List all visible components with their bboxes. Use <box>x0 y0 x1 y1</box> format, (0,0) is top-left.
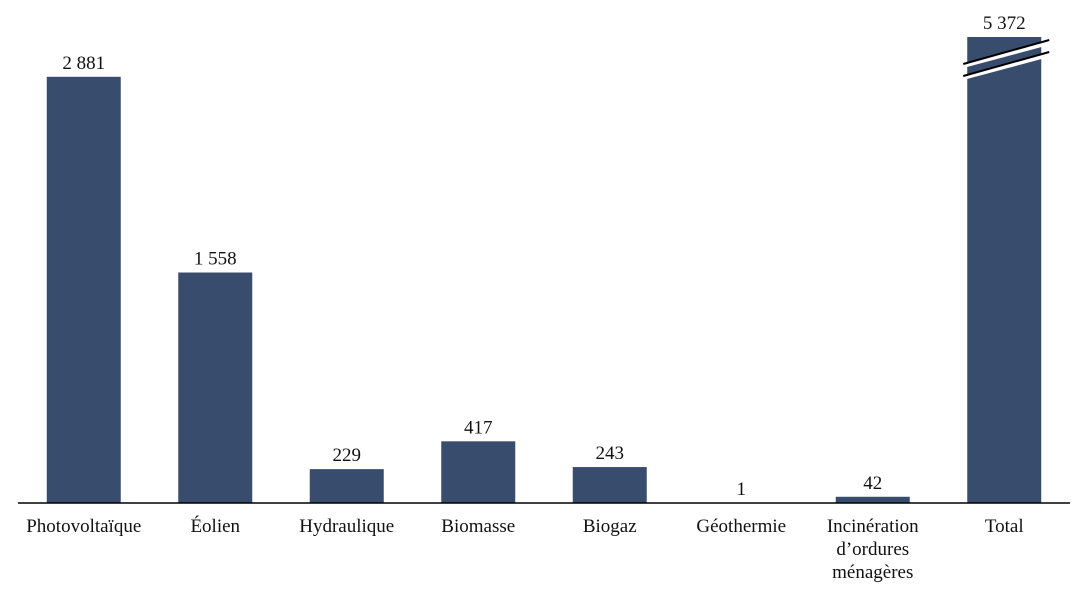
x-tick-label: Biogaz <box>582 516 637 537</box>
bar <box>46 76 121 503</box>
bar <box>835 496 910 503</box>
bar <box>967 37 1042 503</box>
value-label: 243 <box>596 443 625 464</box>
bar <box>441 441 516 503</box>
x-tick-label: Géothermie <box>696 516 787 537</box>
x-tick-label: Biomasse <box>441 516 516 537</box>
bar <box>309 469 384 503</box>
x-tick-label: Total <box>984 516 1024 537</box>
value-label: 1 558 <box>194 249 237 270</box>
value-label: 1 <box>737 479 747 500</box>
axis-break-gap <box>963 42 1046 68</box>
x-tick-label: Incinération d’ordures ménagères <box>826 516 919 583</box>
bar <box>572 467 647 503</box>
axis-break-line <box>962 51 1050 77</box>
x-tick-label: Éolien <box>190 516 241 537</box>
value-label: 417 <box>464 417 493 438</box>
bar <box>178 272 253 503</box>
value-label: 229 <box>333 445 362 466</box>
x-tick-label: Hydraulique <box>299 516 395 537</box>
x-tick-label: Photovoltaïque <box>26 516 142 537</box>
value-label: 5 372 <box>983 13 1026 34</box>
axis-break-line <box>962 39 1050 65</box>
value-label: 42 <box>863 473 882 494</box>
value-label: 2 881 <box>62 53 105 74</box>
axis-break-gap <box>963 54 1046 80</box>
